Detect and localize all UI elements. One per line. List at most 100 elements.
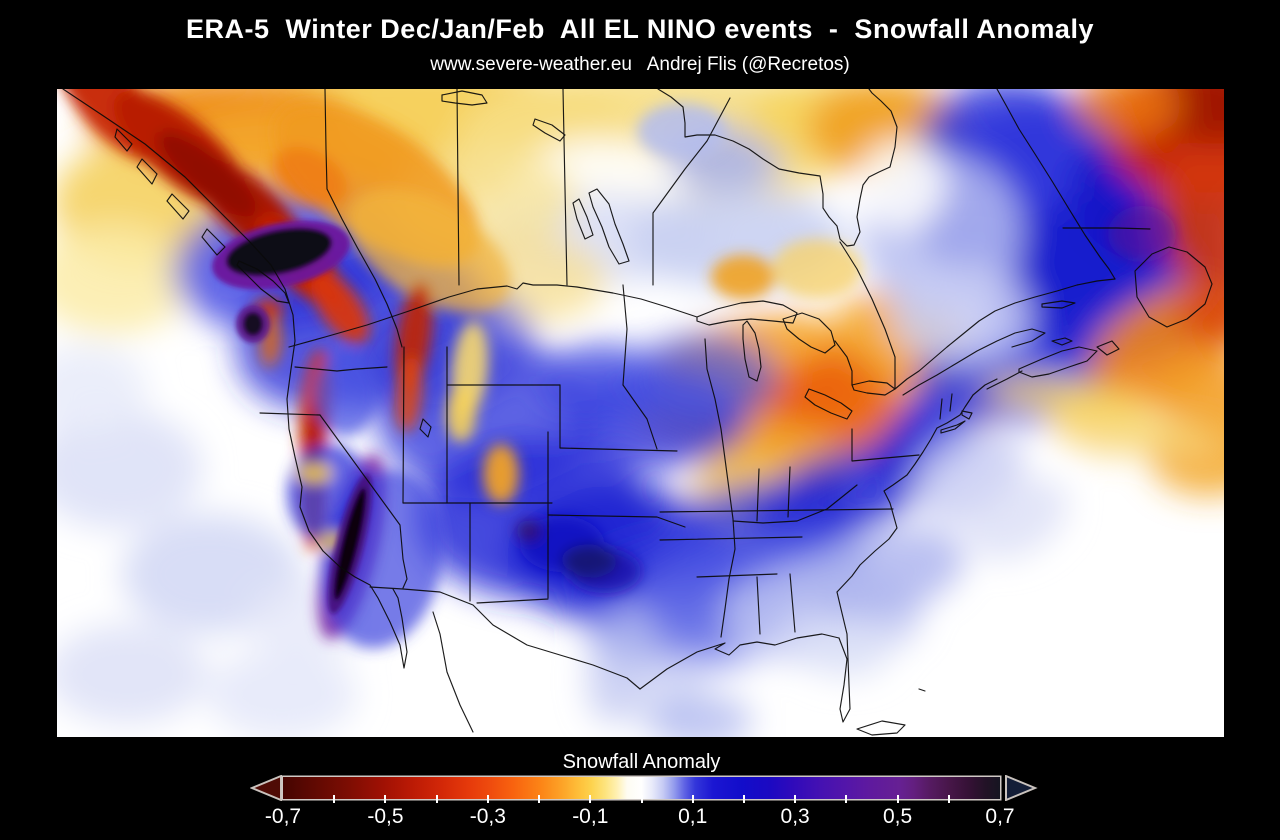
colorbar-gradient <box>283 777 1000 799</box>
border-great-slave-lake <box>441 90 488 106</box>
border-pacific-coast <box>62 89 408 669</box>
border-kansas-oklahoma-border <box>559 447 678 452</box>
border-alabama-north-border <box>696 573 778 578</box>
border-pennsylvania-south-border <box>851 428 920 462</box>
anomaly-blob-montana-red-streak2 <box>395 356 423 432</box>
border-indiana-ohio-border <box>787 466 791 518</box>
colorbar-tick-label: 0,3 <box>780 805 810 828</box>
anomaly-blob-ne-red-corner2 <box>1157 124 1224 294</box>
border-newfoundland <box>1134 246 1213 328</box>
anomaly-blob-quebec-fringe-sw <box>892 264 1032 364</box>
border-lake-erie <box>804 388 853 420</box>
anomaly-blob-bc-small-core <box>243 312 263 336</box>
anomaly-blob-ne-orange-fringe <box>1072 89 1182 139</box>
anomaly-blob-coast-darkred <box>157 131 257 217</box>
border-lake-michigan <box>742 320 762 382</box>
border-illinois-indiana-border <box>756 468 760 522</box>
colorbar-tick-label: -0,7 <box>264 805 302 828</box>
coastlines-and-borders <box>62 89 1213 736</box>
border-manitoba-ontario-border <box>652 97 731 286</box>
border-alabama-georgia-border <box>789 573 796 633</box>
border-hudson-bay <box>657 89 898 247</box>
colorbar-tick-label: -0,1 <box>572 805 609 828</box>
anomaly-blob-atlantic-paleblue2 <box>966 478 1068 560</box>
colorbar-tick-label: 0,1 <box>678 805 708 828</box>
anomaly-blob-colorado-orange <box>483 444 519 504</box>
anomaly-blob-se-lightblue2 <box>799 527 965 621</box>
border-gulf-coast <box>639 633 840 690</box>
border-vancouver-island <box>236 260 290 304</box>
colorbar-tick <box>947 795 950 803</box>
border-bc-alberta-border <box>324 89 403 348</box>
colorbar-tick <box>384 795 387 803</box>
colorbar-tick <box>333 795 336 803</box>
border-us-mexico-border <box>369 586 641 690</box>
border-st-lawrence-north <box>894 278 1116 390</box>
anomaly-blob-bc-black-core <box>225 227 333 277</box>
anomaly-blob-nw-ocean-paleyellow <box>57 224 192 334</box>
border-ohio-river <box>732 484 858 524</box>
colorbar-tick <box>435 795 438 803</box>
anomaly-blob-quebec-purple-spot <box>1108 206 1176 262</box>
anomaly-blob-sierra-black-core <box>333 487 367 601</box>
colorbar-title: Snowfall Anomaly <box>562 751 721 773</box>
border-labrador-quebec-border <box>1062 227 1151 230</box>
anomaly-blob-pacific-paleblue-3 <box>57 624 207 724</box>
anomaly-field-extremes <box>212 220 373 614</box>
colorbar-tick <box>486 795 489 803</box>
anomaly-blob-hudson-west-blue <box>637 103 727 159</box>
border-labrador-coast <box>996 89 1116 280</box>
colorbar-tick <box>896 795 899 803</box>
border-long-island <box>940 420 966 434</box>
border-newengland-state-lines <box>939 393 953 420</box>
border-lake-huron <box>782 312 836 354</box>
anomaly-blob-mexico-blue-3 <box>652 693 752 737</box>
border-mississippi-river <box>704 338 736 638</box>
page-subtitle: www.severe-weather.eu Andrej Flis (@Recr… <box>430 54 850 75</box>
border-alberta-sask-border <box>456 89 460 286</box>
colorbar-left-arrow-icon <box>250 775 282 801</box>
anomaly-blob-coast-orange-fringe2 <box>347 189 511 313</box>
border-nova-scotia <box>1018 346 1098 378</box>
anomaly-blob-newmexico-navy <box>561 544 617 578</box>
border-prince-edward-island <box>1051 337 1073 346</box>
anomaly-blob-newfoundland-red <box>1177 284 1224 344</box>
colorbar-tick <box>538 795 541 803</box>
border-cape-cod <box>961 410 973 420</box>
border-panhandle-islands <box>114 128 226 256</box>
anomaly-blob-atlantic-yellow-streak2 <box>1097 418 1217 450</box>
anomaly-map <box>57 89 1224 737</box>
border-mississippi-alabama-border <box>756 576 761 635</box>
border-maine-fundy <box>972 370 1023 396</box>
page-title: ERA-5 Winter Dec/Jan/Feb All EL NINO eve… <box>186 14 1094 44</box>
anomaly-blob-nebraska-blue <box>627 334 777 424</box>
colorbar-right-arrow-icon <box>1005 775 1038 801</box>
colorbar-tick <box>845 795 848 803</box>
border-lake-athabasca <box>532 118 566 142</box>
border-washington-oregon-border <box>294 366 388 372</box>
border-oklahoma-texas-border <box>547 514 686 528</box>
anomaly-blob-pacific-paleblue-1 <box>57 409 202 529</box>
border-tennessee-south-border <box>659 536 803 541</box>
border-huron-erie-link <box>834 340 853 386</box>
anomaly-blob-pacific-paleblue-4 <box>207 649 357 737</box>
border-lake-winnipeg <box>588 188 630 265</box>
anomaly-blob-coast-red-5 <box>310 270 370 344</box>
border-sask-manitoba-border <box>562 89 568 286</box>
anomaly-blob-atlantic-yellow-streak <box>982 377 1152 417</box>
border-florida <box>836 591 851 723</box>
border-california-oregon-border <box>259 412 321 416</box>
border-great-salt-lake <box>419 418 432 438</box>
border-bahamas <box>918 688 926 692</box>
colorbar-tick <box>742 795 745 803</box>
colorbar-tick-label: -0,5 <box>367 805 404 828</box>
anomaly-blob-jamesbay-orange <box>711 255 775 299</box>
colorbar-tick <box>794 795 797 803</box>
border-cuba <box>856 720 906 736</box>
colorbar-tick-label: -0,3 <box>469 805 506 828</box>
anomaly-blob-pacific-paleblue-5 <box>57 344 147 434</box>
border-lake-manitoba <box>572 198 594 240</box>
colorbar-tick <box>589 795 592 803</box>
border-gulf-of-california <box>432 611 474 733</box>
